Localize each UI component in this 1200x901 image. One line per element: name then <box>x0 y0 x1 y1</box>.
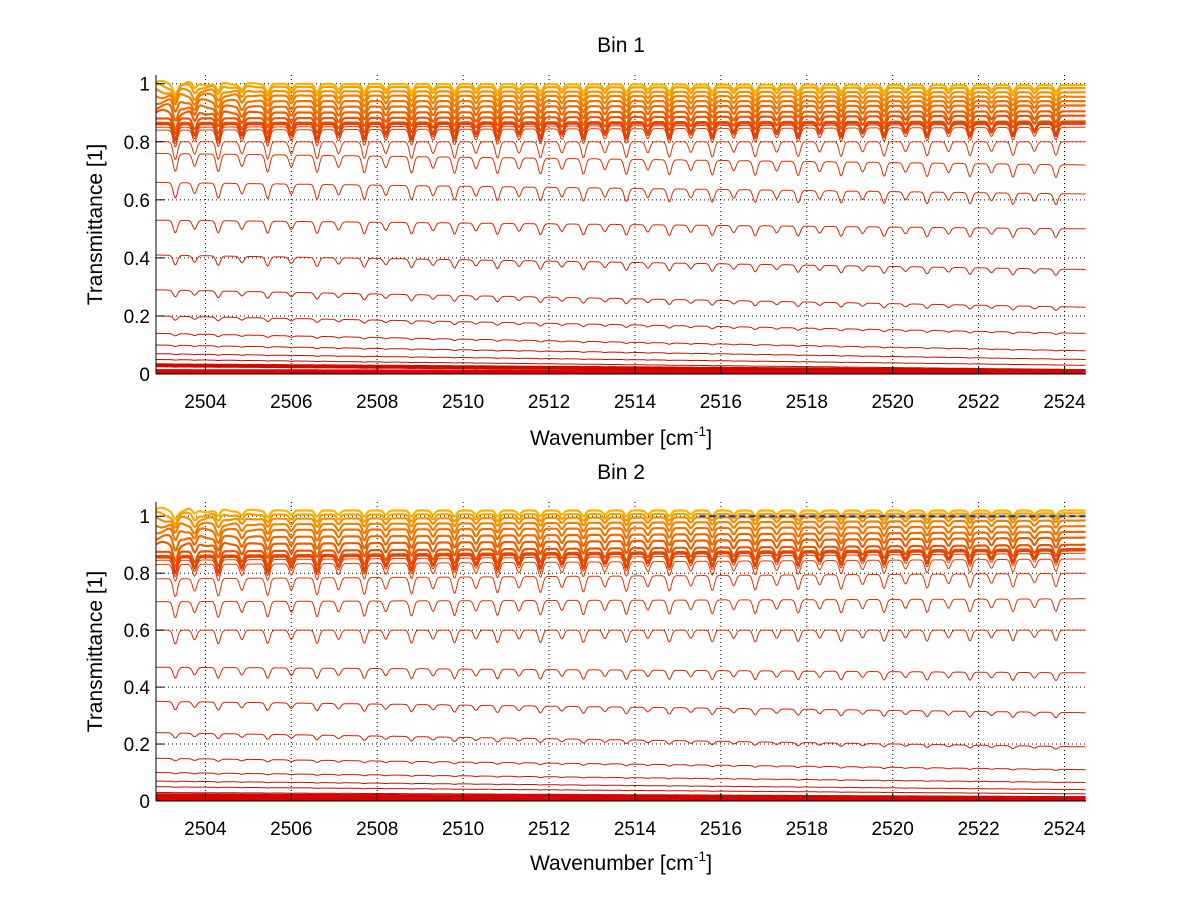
series-line <box>156 123 1086 144</box>
series-line <box>156 121 1086 142</box>
series-line <box>156 126 1086 148</box>
x-tick-label: 2504 <box>184 819 227 840</box>
x-tick-label: 2522 <box>957 819 999 840</box>
y-tick-label: 0.6 <box>124 621 150 642</box>
series-line <box>156 353 1086 366</box>
x-tick-label: 2514 <box>614 819 657 840</box>
series-line <box>156 772 1086 784</box>
y-tick-label: 0.2 <box>124 307 150 328</box>
series-line <box>156 572 1086 597</box>
x-tick-label: 2524 <box>1043 819 1086 840</box>
bin-2-panel: 2504 2506 2508 2510 2512 2514 2516 2518 2520 2522… <box>84 461 1086 875</box>
series-group <box>156 79 1086 374</box>
y-tick-label: 0.8 <box>124 564 150 585</box>
series-line <box>156 515 1086 529</box>
y-tick-label: 0 <box>139 365 150 386</box>
x-tick-label: 2516 <box>700 392 742 413</box>
series-line <box>156 87 1086 103</box>
series-line <box>156 552 1086 577</box>
series-line <box>156 510 1086 526</box>
series-line <box>156 786 1086 795</box>
y-tick-label: 0.4 <box>124 678 151 699</box>
series-line <box>156 82 1086 99</box>
chart-title: Bin 1 <box>597 34 645 57</box>
series-line <box>156 519 1086 537</box>
x-tick-label: 2510 <box>442 819 484 840</box>
x-tick-label: 2508 <box>356 819 398 840</box>
x-tick-label: 2518 <box>786 819 828 840</box>
x-tick-label: 2520 <box>872 392 914 413</box>
series-line <box>156 558 1086 582</box>
y-tick-label: 0 <box>139 792 150 813</box>
x-tick-label: 2504 <box>184 392 227 413</box>
series-line <box>156 315 1086 335</box>
series-line <box>156 108 1086 131</box>
x-tick-label: 2522 <box>957 392 999 413</box>
series-line <box>156 543 1086 568</box>
series-line <box>156 598 1086 618</box>
x-tick-label: 2524 <box>1043 392 1086 413</box>
series-line <box>156 181 1086 205</box>
series-line <box>156 152 1086 178</box>
y-tick-label: 0.8 <box>124 133 150 154</box>
y-tick-label: 1 <box>139 75 150 96</box>
series-line <box>156 79 1086 96</box>
x-axis-title: Wavenumber [cm-1] <box>530 423 712 450</box>
series-line <box>156 629 1086 645</box>
series-line <box>156 506 1086 521</box>
series-line <box>156 525 1086 544</box>
y-tick-label: 0.4 <box>124 249 151 270</box>
series-line <box>156 92 1086 109</box>
x-axis-title: Wavenumber [cm-1] <box>530 848 712 875</box>
y-tick-label: 0.6 <box>124 191 150 212</box>
series-line <box>156 219 1086 238</box>
x-tick-label: 2506 <box>270 392 312 413</box>
x-tick-label: 2516 <box>700 819 742 840</box>
y-tick-label: 0.2 <box>124 735 150 756</box>
y-axis-title: Transmittance [1] <box>84 571 107 732</box>
x-tick-label: 2510 <box>442 392 484 413</box>
bin-1-panel: 2504 2506 2508 2510 2512 2514 2516 2518 2520 2522… <box>84 34 1086 450</box>
chart-title: Bin 2 <box>597 461 645 484</box>
x-tick-label: 2506 <box>270 819 312 840</box>
series-line <box>156 780 1086 791</box>
series-line <box>156 530 1086 552</box>
series-group <box>156 506 1086 801</box>
series-line <box>156 332 1086 352</box>
series-line <box>156 141 1086 160</box>
series-line <box>156 344 1086 360</box>
y-axis-title: Transmittance [1] <box>84 144 107 305</box>
series-line <box>156 114 1086 135</box>
series-line <box>156 98 1086 116</box>
series-line <box>156 536 1086 562</box>
x-tick-label: 2518 <box>786 392 828 413</box>
x-tick-label: 2512 <box>528 819 570 840</box>
series-line <box>156 757 1086 771</box>
series-line <box>156 254 1086 276</box>
series-line <box>156 103 1086 122</box>
series-line <box>156 700 1086 719</box>
x-tick-label: 2508 <box>356 392 398 413</box>
series-line <box>156 549 1086 575</box>
x-tick-label: 2512 <box>528 392 570 413</box>
series-line <box>156 732 1086 750</box>
series-line <box>156 359 1086 371</box>
x-tick-label: 2520 <box>872 819 914 840</box>
series-line <box>156 363 1086 374</box>
series-line <box>156 289 1086 311</box>
series-line <box>156 666 1086 681</box>
y-tick-label: 1 <box>139 507 150 528</box>
x-tick-label: 2514 <box>614 392 657 413</box>
